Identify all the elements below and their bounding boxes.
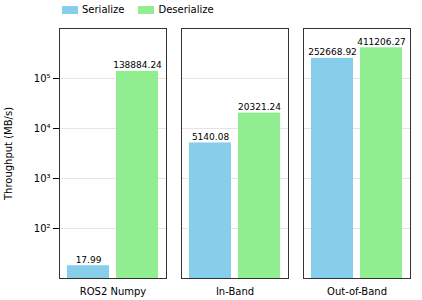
- svg-text:5140.08: 5140.08: [192, 132, 229, 142]
- svg-text:411206.27: 411206.27: [357, 37, 406, 47]
- svg-text:10²: 10²: [34, 223, 51, 234]
- svg-text:17.99: 17.99: [76, 255, 102, 265]
- svg-text:10³: 10³: [34, 173, 51, 184]
- svg-text:10⁵: 10⁵: [34, 73, 51, 84]
- svg-text:10⁴: 10⁴: [34, 123, 51, 134]
- svg-text:ROS2 Numpy: ROS2 Numpy: [80, 286, 147, 297]
- svg-text:138884.24: 138884.24: [113, 60, 162, 70]
- svg-text:In-Band: In-Band: [216, 286, 254, 297]
- html-text:Deserialize: Deserialize: [158, 3, 214, 15]
- html-text:Serialize: Serialize: [82, 3, 125, 15]
- svg-text:Throughput (MB/s): Throughput (MB/s): [3, 107, 14, 201]
- svg-text:252668.92: 252668.92: [308, 47, 357, 57]
- svg-text:Out-of-Band: Out-of-Band: [327, 286, 387, 297]
- svg-text:20321.24: 20321.24: [238, 102, 281, 112]
